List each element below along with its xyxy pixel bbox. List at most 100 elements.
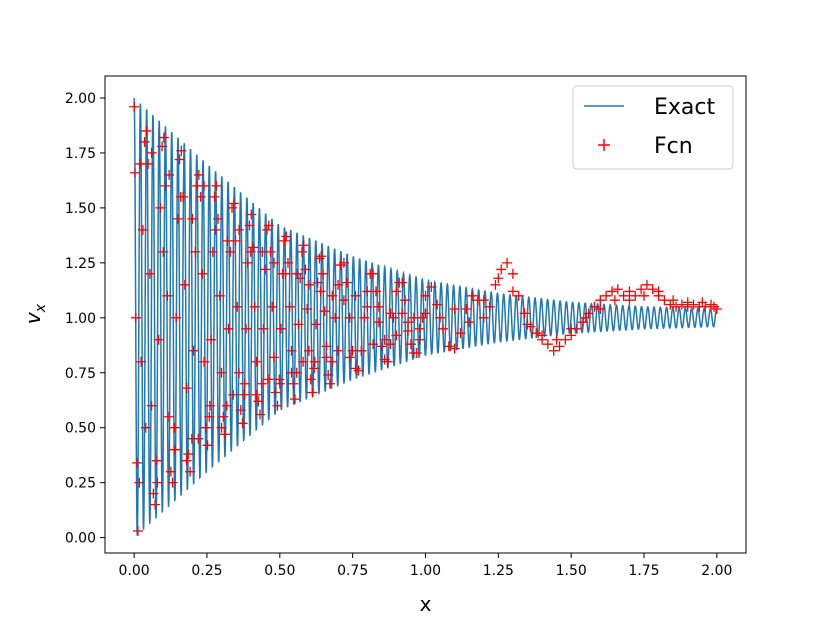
fcn-point xyxy=(293,319,304,330)
fcn-point xyxy=(216,422,227,433)
fcn-point xyxy=(641,279,652,290)
fcn-point xyxy=(317,268,328,279)
fcn-point xyxy=(199,356,210,367)
fcn-point xyxy=(286,367,297,378)
fcn-point xyxy=(601,290,612,301)
fcn-point xyxy=(370,286,381,297)
x-tick-label: 2.00 xyxy=(701,563,732,579)
fcn-point xyxy=(190,246,201,257)
fcn-point xyxy=(347,345,358,356)
fcn-point xyxy=(237,418,248,429)
fcn-point xyxy=(171,312,182,323)
legend-fcn-marker xyxy=(598,139,610,151)
fcn-point xyxy=(263,374,274,385)
fcn-point xyxy=(257,246,268,257)
y-tick-label: 1.25 xyxy=(65,256,96,272)
fcn-point xyxy=(207,246,218,257)
fcn-point xyxy=(279,235,290,246)
fcn-series-layer xyxy=(129,101,722,537)
fcn-point xyxy=(148,488,159,499)
fcn-point xyxy=(373,301,384,312)
fcn-point xyxy=(132,457,143,468)
fcn-point xyxy=(280,268,291,279)
fcn-point xyxy=(167,477,178,488)
y-axis-label: vx xyxy=(21,303,49,324)
fcn-point xyxy=(478,295,489,306)
fcn-point xyxy=(490,279,501,290)
fcn-point xyxy=(249,301,260,312)
y-tick-label: 0.75 xyxy=(65,366,96,382)
fcn-point xyxy=(234,367,245,378)
fcn-point xyxy=(199,180,210,191)
fcn-point xyxy=(350,290,361,301)
x-tick-label: 0.75 xyxy=(337,563,368,579)
y-axis-label-subscript: x xyxy=(33,303,49,313)
fcn-point xyxy=(312,277,323,288)
fcn-point xyxy=(493,273,504,284)
fcn-point xyxy=(206,334,217,345)
fcn-point xyxy=(248,242,259,253)
fcn-point xyxy=(129,101,140,112)
fcn-point xyxy=(403,325,414,336)
fcn-point xyxy=(356,345,367,356)
fcn-point xyxy=(502,257,513,268)
fcn-point xyxy=(391,330,402,341)
fcn-point xyxy=(671,301,682,312)
fcn-point xyxy=(560,334,571,345)
y-axis-label-main: v xyxy=(21,311,45,324)
fcn-point xyxy=(437,323,448,334)
fcn-point xyxy=(158,132,169,143)
fcn-point xyxy=(426,282,437,293)
x-axis: 0.00 0.25 0.50 0.75 1.00 1.25 1.50 1.75 2.00 xyxy=(119,553,732,579)
fcn-point xyxy=(513,290,524,301)
legend-fcn-label: Fcn xyxy=(654,134,693,159)
fcn-point xyxy=(256,378,267,389)
fcn-point xyxy=(134,158,145,169)
fcn-point xyxy=(373,317,384,328)
fcn-point xyxy=(245,246,256,257)
fcn-point xyxy=(213,213,224,224)
fcn-point xyxy=(327,356,338,367)
fcn-point xyxy=(537,330,548,341)
fcn-point xyxy=(353,365,364,376)
fcn-point xyxy=(268,352,279,363)
fcn-point xyxy=(612,284,623,295)
fcn-point xyxy=(181,383,192,394)
fcn-point xyxy=(403,317,414,328)
fcn-point xyxy=(187,213,198,224)
fcn-point xyxy=(379,334,390,345)
fcn-point xyxy=(385,308,396,319)
fcn-point xyxy=(467,290,478,301)
fcn-point xyxy=(288,378,299,389)
fcn-point xyxy=(242,257,253,268)
fcn-point xyxy=(368,268,379,279)
fcn-point xyxy=(307,387,318,398)
fcn-point xyxy=(289,394,300,405)
fcn-point xyxy=(397,308,408,319)
fcn-point xyxy=(344,312,355,323)
fcn-point xyxy=(321,352,332,363)
fcn-point xyxy=(209,191,220,202)
fcn-point xyxy=(164,411,175,422)
fcn-point xyxy=(130,167,141,178)
fcn-point xyxy=(606,286,617,297)
x-tick-label: 1.00 xyxy=(410,563,441,579)
fcn-point xyxy=(174,154,185,165)
fcn-point xyxy=(321,341,332,352)
x-tick-label: 1.25 xyxy=(483,563,514,579)
x-tick-label: 0.50 xyxy=(264,563,295,579)
fcn-point xyxy=(548,345,559,356)
fcn-point xyxy=(411,347,422,358)
fcn-point xyxy=(420,290,431,301)
fcn-point xyxy=(144,268,155,279)
fcn-point xyxy=(251,356,262,367)
fcn-point xyxy=(522,319,533,330)
fcn-point xyxy=(305,374,316,385)
fcn-point xyxy=(443,341,454,352)
y-tick-label: 1.75 xyxy=(65,146,96,162)
fcn-point xyxy=(274,378,285,389)
fcn-point xyxy=(179,279,190,290)
x-tick-label: 0.00 xyxy=(119,563,150,579)
fcn-point xyxy=(164,169,175,180)
fcn-point xyxy=(303,345,314,356)
